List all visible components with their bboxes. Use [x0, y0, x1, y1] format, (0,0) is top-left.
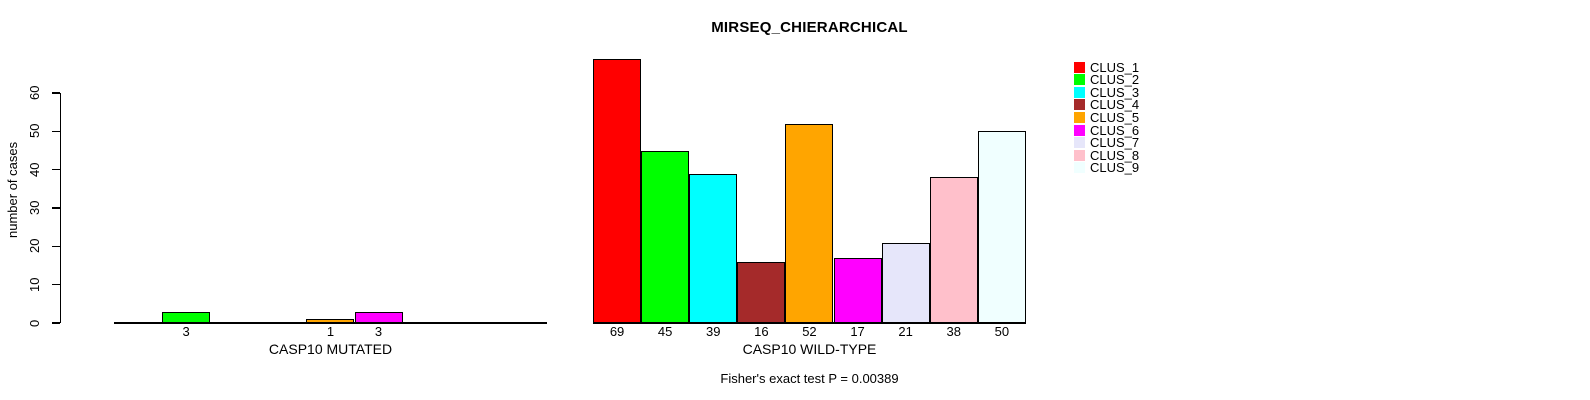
- y-axis-title: number of cases: [5, 141, 20, 239]
- bar-value-label: 69: [609, 324, 625, 339]
- legend-item: CLUS_6: [1074, 124, 1139, 137]
- bar-value-label: 3: [374, 324, 383, 339]
- bar-value-label: 17: [850, 324, 865, 339]
- bar-value-label: 3: [182, 324, 190, 339]
- legend-swatch: [1074, 99, 1085, 111]
- legend-swatch: [1074, 61, 1085, 73]
- legend-item: CLUS_2: [1074, 72, 1140, 88]
- y-tick: [52, 92, 60, 94]
- y-axis-line: [60, 93, 62, 323]
- y-tick: [52, 207, 60, 209]
- legend-label: CLUS_2: [1090, 72, 1140, 88]
- legend-label: CLUS_3: [1090, 84, 1140, 100]
- y-tick: [52, 169, 60, 171]
- bar-clus-2: [162, 311, 211, 323]
- legend-item: CLUS_7: [1074, 136, 1139, 149]
- bar-value-label: 1: [326, 324, 335, 339]
- bar-clus-6: [833, 257, 882, 323]
- chart-title: MIRSEQ_CHIERARCHICAL: [711, 19, 908, 36]
- legend-swatch: [1074, 149, 1085, 161]
- y-tick-label: 10: [27, 277, 42, 292]
- bar-clus-1: [593, 58, 642, 323]
- y-tick-label: 20: [27, 239, 42, 254]
- bar-value-label: 52: [802, 324, 817, 339]
- bar-value-label: 50: [994, 324, 1010, 339]
- y-tick-label: 50: [27, 124, 42, 139]
- legend-swatch: [1074, 137, 1085, 149]
- bar-value-label: 38: [946, 324, 961, 339]
- legend-item: CLUS_4: [1074, 97, 1140, 113]
- bar-clus-9: [977, 131, 1026, 323]
- legend-label: CLUS_5: [1090, 109, 1140, 125]
- bar-clus-6: [354, 311, 403, 323]
- bar-value-label: 21: [898, 324, 913, 339]
- legend-item: CLUS_9: [1074, 161, 1139, 174]
- bar-clus-2: [641, 150, 690, 323]
- x-axis-label-mutated: CASP10 MUTATED: [268, 341, 393, 357]
- bar-clus-3: [689, 173, 738, 323]
- y-tick-label: 40: [27, 162, 42, 177]
- y-tick: [52, 322, 60, 324]
- bar-value-label: 16: [754, 324, 769, 339]
- x-axis-label-wild-type: CASP10 WILD-TYPE: [742, 341, 877, 357]
- bar-clus-7: [881, 242, 930, 323]
- legend: CLUS_1 CLUS_2 CLUS_3 CLUS_4 CLUS_5 CLUS_6 CLUS…: [1074, 61, 1139, 174]
- legend-label: CLUS_7: [1090, 135, 1140, 151]
- legend-item: CLUS_3: [1074, 86, 1139, 99]
- y-tick-label: 30: [27, 200, 42, 216]
- bar-value-label: 45: [657, 324, 673, 339]
- fisher-test-annotation: Fisher's exact test P = 0.00389: [720, 371, 899, 386]
- legend-item: CLUS_8: [1074, 149, 1139, 162]
- bar-clus-4: [737, 261, 786, 323]
- legend-item: CLUS_5: [1074, 111, 1139, 124]
- legend-swatch: [1074, 74, 1085, 86]
- y-tick: [52, 130, 60, 133]
- legend-label: CLUS_1: [1090, 59, 1140, 75]
- y-tick-label: 0: [27, 319, 42, 327]
- legend-label: CLUS_6: [1090, 122, 1140, 138]
- bar-value-label: 39: [706, 324, 721, 339]
- y-tick: [52, 245, 60, 248]
- legend-label: CLUS_9: [1090, 160, 1140, 176]
- legend-item: CLUS_1: [1074, 61, 1139, 74]
- y-tick-label: 60: [27, 85, 42, 101]
- legend-swatch: [1074, 162, 1085, 174]
- legend-swatch: [1074, 111, 1085, 123]
- legend-swatch: [1074, 124, 1085, 136]
- legend-label: CLUS_8: [1090, 147, 1140, 163]
- y-tick: [52, 284, 60, 286]
- x-axis-baseline: [593, 322, 1026, 324]
- x-axis-baseline: [114, 322, 547, 324]
- bar-clus-5: [785, 123, 834, 323]
- legend-swatch: [1074, 86, 1085, 98]
- bar-clus-5: [306, 319, 355, 323]
- bar-clus-8: [929, 177, 978, 323]
- legend-label: CLUS_4: [1090, 97, 1140, 113]
